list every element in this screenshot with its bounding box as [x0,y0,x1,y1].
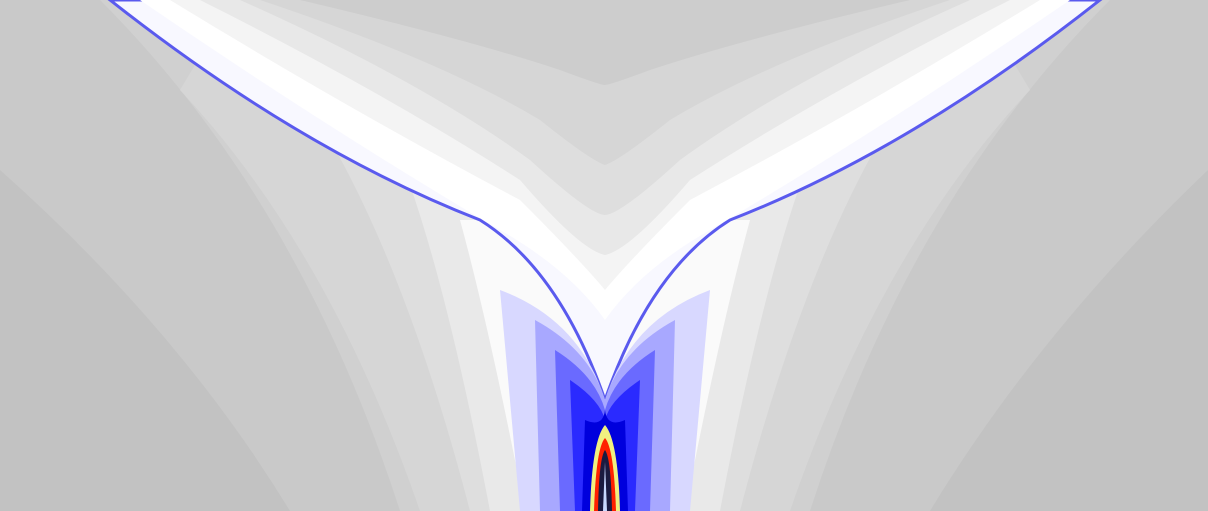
fractal-image [0,0,1208,511]
page [0,0,1208,511]
